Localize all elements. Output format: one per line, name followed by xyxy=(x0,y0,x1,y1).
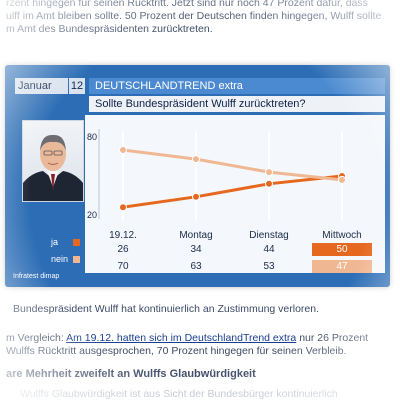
value-cell-nein: 70 xyxy=(117,261,129,272)
values-table: 19.12. Montag Dienstag Mittwoch 26 34 44 50 70 63… xyxy=(85,230,385,273)
article-intro-line-1: rzent hingegen für seinen Rücktritt. Jet… xyxy=(6,0,368,9)
deutschlandtrend-link[interactable]: Am 19.12. hatten sich im DeutschlandTren… xyxy=(66,332,297,344)
legend-item-ja: ja xyxy=(51,237,85,249)
value-cell-nein: 53 xyxy=(263,261,275,272)
legend-label-ja: ja xyxy=(51,237,59,247)
value-cell-ja: 26 xyxy=(117,244,129,255)
series-line-nein xyxy=(122,148,343,182)
paragraph-prefix: m Vergleich: xyxy=(6,332,67,344)
legend-swatch-nein xyxy=(73,256,80,263)
value-cell-ja: 50 xyxy=(312,243,372,256)
article-paragraph-line-2: Wulffs Rücktritt ausgesprochen, 70 Proze… xyxy=(6,345,347,357)
faded-text-line: Wulffs Glaubwürdigkeit ist aus Sicht der… xyxy=(20,388,338,400)
header-title: DEUTSCHLANDTREND extra xyxy=(89,78,385,94)
portrait-icon xyxy=(23,134,83,201)
data-point-nein xyxy=(265,168,273,177)
header-day: 12 xyxy=(69,78,85,94)
value-cell-ja: 44 xyxy=(263,244,275,255)
paragraph-suffix: nur 26 Prozent xyxy=(296,332,369,344)
article-intro-line-2: ulff im Amt bleiben sollte. 50 Prozent d… xyxy=(6,10,382,22)
value-cell-nein: 47 xyxy=(312,260,372,273)
deutschlandtrend-chart-widget: Januar 12 DEUTSCHLANDTREND extra Sollte … xyxy=(5,65,390,287)
column-header: 19.12. xyxy=(109,230,137,241)
column-header: Montag xyxy=(179,230,213,241)
value-cell-ja: 34 xyxy=(190,244,202,255)
legend-label-nein: nein xyxy=(51,254,69,264)
value-cell-nein: 63 xyxy=(190,261,202,272)
column-header: Dienstag xyxy=(249,230,289,241)
line-chart-plot: 80 20 xyxy=(85,115,385,233)
data-point-ja xyxy=(119,203,127,212)
article-intro-line-3: m Amt des Bundespräsidenten zurücktreten… xyxy=(6,23,213,35)
chart-legend: ja nein xyxy=(13,233,85,273)
section-subheading: are Mehrheit zweifelt an Wulffs Glaubwür… xyxy=(6,368,256,380)
y-tick-label: 20 xyxy=(87,210,97,220)
data-point-ja xyxy=(192,192,200,201)
y-tick-label: 80 xyxy=(87,132,97,142)
column-header: Mittwoch xyxy=(322,230,362,241)
header-month: Januar xyxy=(15,78,68,94)
portrait-photo xyxy=(22,120,84,202)
line-chart-svg: 80 20 xyxy=(87,129,346,221)
chart-caption: Bundespräsident Wulff hat kontinuierlich… xyxy=(13,303,320,315)
legend-swatch-ja xyxy=(73,239,80,246)
survey-question: Sollte Bundespräsident Wulff zurücktrete… xyxy=(89,96,385,112)
chart-source: Infratest dimap xyxy=(13,273,60,280)
data-point-nein xyxy=(192,155,200,164)
series-line-ja xyxy=(122,174,343,209)
data-point-nein xyxy=(119,146,127,154)
article-paragraph-line-1: m Vergleich: Am 19.12. hatten sich im De… xyxy=(6,332,386,345)
data-point-nein xyxy=(338,175,346,184)
legend-item-nein: nein xyxy=(51,254,85,266)
data-point-ja xyxy=(265,179,273,188)
